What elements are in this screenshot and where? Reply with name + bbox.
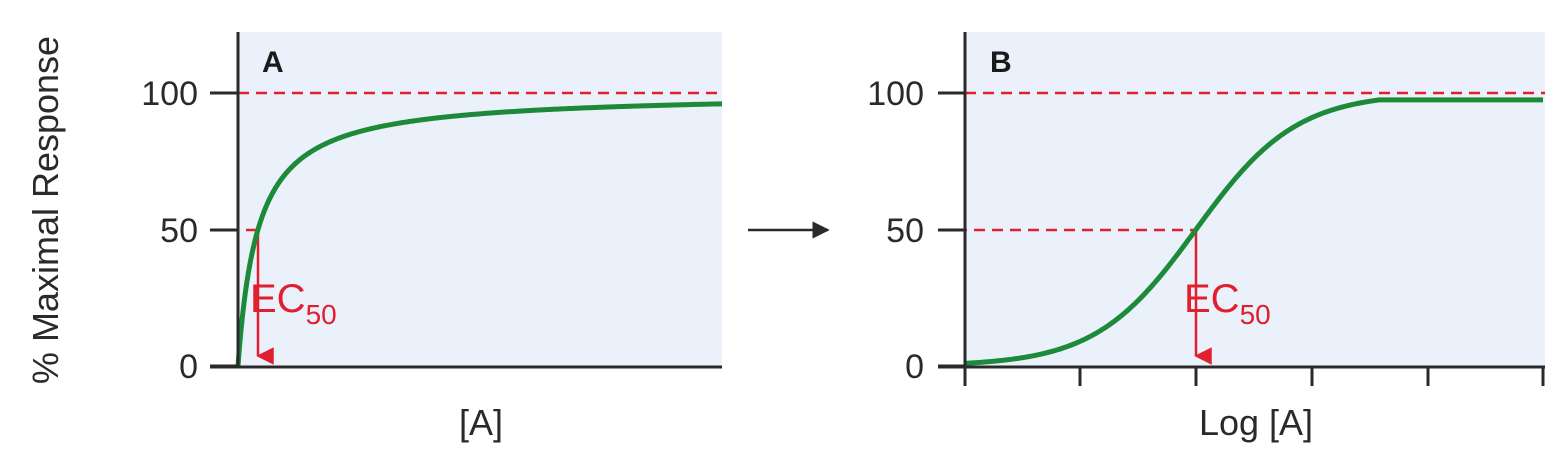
y-tick-label-100: 100 bbox=[141, 75, 198, 113]
y-tick-label-0: 0 bbox=[905, 348, 924, 386]
chart-panel-b: 100 50 0 B EC50 Log [A] bbox=[867, 32, 1545, 443]
y-tick-label-50: 50 bbox=[886, 212, 924, 250]
y-axis-title: % Maximal Response bbox=[25, 36, 66, 384]
y-tick-label-50: 50 bbox=[160, 212, 198, 250]
y-tick-label-0: 0 bbox=[179, 348, 198, 386]
series-line bbox=[964, 97, 1543, 366]
y-tick-label-100: 100 bbox=[867, 75, 924, 113]
panel-label-b: B bbox=[990, 46, 1012, 79]
ec50-label: EC50 bbox=[250, 277, 337, 330]
x-axis-title: Log [A] bbox=[1199, 402, 1313, 443]
ec50-label-subscript: 50 bbox=[306, 299, 337, 330]
ec50-label-main: EC bbox=[1184, 277, 1240, 321]
panel-background bbox=[965, 32, 1545, 366]
series-line bbox=[235, 101, 723, 367]
ec50-label: EC50 bbox=[1184, 277, 1271, 330]
panel-background bbox=[238, 32, 722, 366]
ec50-label-subscript: 50 bbox=[1240, 299, 1271, 330]
panel-label-a: A bbox=[262, 46, 284, 79]
x-axis-title: [A] bbox=[459, 402, 503, 443]
chart-panel-a: 100 50 0 A EC50 [A] bbox=[141, 32, 723, 443]
ec50-label-main: EC bbox=[250, 277, 306, 321]
